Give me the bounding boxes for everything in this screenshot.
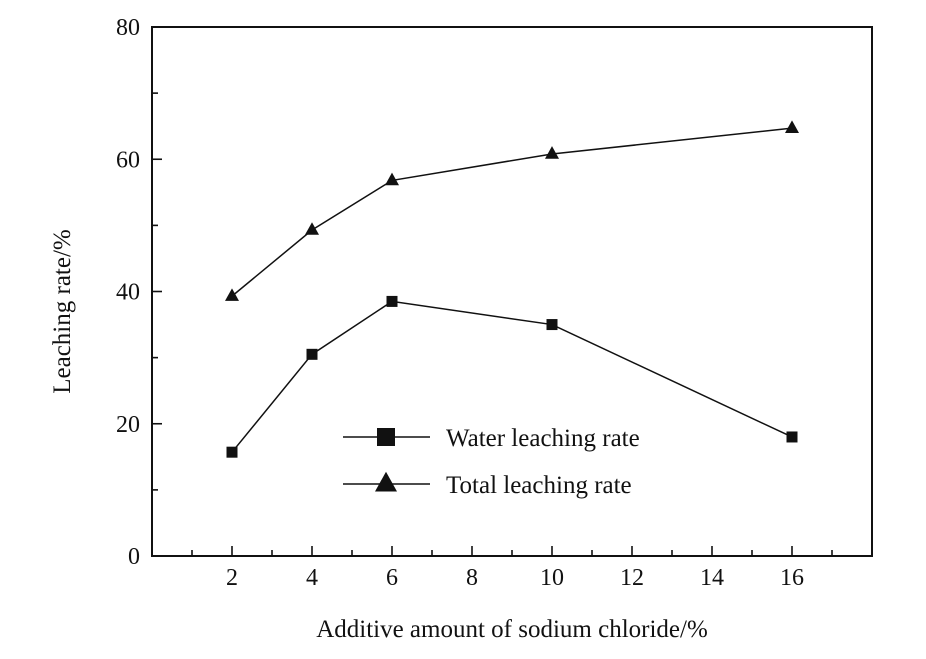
legend-marker-square	[377, 428, 395, 446]
y-tick-label: 0	[128, 544, 140, 570]
x-tick-label: 6	[386, 565, 398, 591]
x-axis-ticks: 2 4 6 8 10 12 14 16	[191, 546, 833, 591]
series-layer	[225, 120, 799, 458]
legend-label: Total leaching rate	[446, 472, 632, 499]
x-tick-label: 12	[620, 565, 644, 591]
x-tick-label: 8	[466, 565, 478, 591]
y-tick-label: 20	[116, 412, 140, 438]
legend-item: Total leaching rate	[343, 471, 632, 499]
legend-marker-triangle	[375, 471, 397, 492]
y-axis-ticks: 0 20 40 60 80	[116, 15, 162, 570]
data-point-triangle	[545, 146, 559, 159]
y-axis-label: Leaching rate/%	[49, 229, 76, 394]
x-tick-label: 16	[780, 565, 804, 591]
series-line	[231, 127, 793, 297]
data-point-square	[386, 295, 398, 307]
legend: Water leaching rate Total leaching rate	[343, 425, 640, 499]
data-point-square	[546, 319, 558, 331]
data-point-triangle	[225, 288, 239, 301]
legend-item: Water leaching rate	[343, 425, 640, 452]
x-tick-label: 2	[226, 565, 238, 591]
data-point-square	[306, 348, 318, 360]
x-axis-label: Additive amount of sodium chloride/%	[316, 616, 708, 643]
x-tick-label: 4	[306, 565, 318, 591]
data-point-triangle	[305, 222, 319, 235]
data-point-triangle	[785, 120, 799, 133]
data-point-triangle	[385, 172, 399, 186]
x-tick-label: 14	[700, 565, 724, 591]
data-point-square	[226, 446, 238, 458]
x-tick-label: 10	[540, 565, 564, 591]
y-tick-label: 60	[116, 147, 140, 173]
series-water	[226, 295, 798, 458]
legend-label: Water leaching rate	[446, 425, 640, 452]
y-tick-label: 80	[116, 15, 140, 41]
y-tick-label: 40	[116, 280, 140, 306]
data-point-square	[786, 431, 798, 443]
series-total	[225, 120, 799, 301]
